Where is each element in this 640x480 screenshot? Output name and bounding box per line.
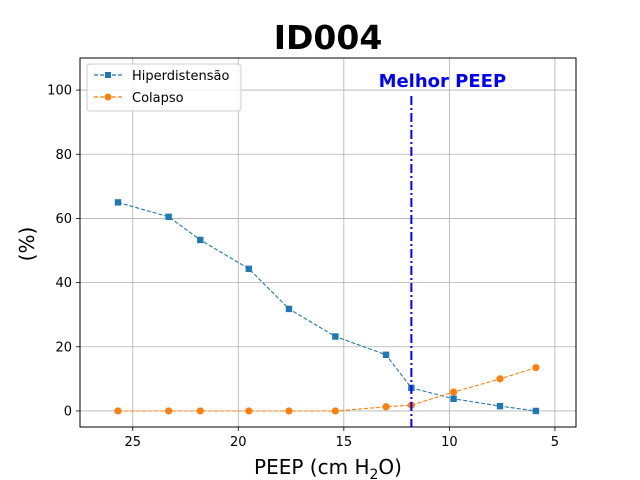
data-point-colapso (245, 407, 253, 415)
data-point-hiperdistensao (532, 407, 540, 415)
x-tick-label: 5 (551, 435, 559, 450)
legend-box (86, 63, 242, 112)
data-point-colapso (382, 403, 390, 411)
x-tick-label: 20 (230, 435, 247, 450)
series-hiperdistensao (114, 199, 540, 415)
y-tick-label: 60 (55, 212, 72, 227)
x-axis-ticks: 25 20 15 10 5 (124, 427, 559, 450)
data-point-hiperdistensao (382, 351, 390, 359)
chart-title: ID004 (274, 18, 383, 57)
x-tick-label: 25 (124, 435, 141, 450)
data-point-colapso (331, 407, 339, 415)
x-tick-label: 15 (336, 435, 353, 450)
annotation-layer: Melhor PEEP (379, 71, 507, 427)
legend-marker-colapso (104, 93, 112, 101)
data-point-colapso (114, 407, 122, 415)
y-axis-title: (%) (15, 227, 39, 262)
legend-marker-hiperdistensao (105, 72, 111, 78)
best-peep-label: Melhor PEEP (379, 71, 507, 92)
legend: Hiperdistensão Colapso (86, 63, 242, 112)
data-point-hiperdistensao (165, 213, 172, 221)
data-point-hiperdistensao (197, 236, 204, 244)
legend-label-hiperdistensao: Hiperdistensão (132, 69, 229, 84)
x-tick-label: 10 (441, 435, 458, 450)
y-tick-label: 40 (55, 276, 72, 291)
data-point-hiperdistensao (332, 333, 339, 340)
data-point-hiperdistensao (285, 305, 293, 313)
x-axis-title-subscript: 2 (369, 467, 378, 480)
data-point-colapso (285, 407, 293, 415)
data-point-colapso (449, 388, 458, 396)
data-point-hiperdistensao (496, 402, 504, 410)
y-tick-label: 20 (55, 340, 72, 355)
grid (80, 58, 576, 427)
y-tick-label: 80 (55, 148, 72, 163)
y-tick-label: 100 (47, 84, 72, 99)
y-axis-ticks: 0 20 40 60 80 100 (47, 84, 80, 419)
data-point-colapso (196, 407, 204, 415)
legend-label-colapso: Colapso (132, 91, 184, 106)
data-point-hiperdistensao (245, 265, 253, 273)
x-axis-title-tail: O) (378, 455, 402, 479)
x-axis-title: PEEP (cm H2O) (254, 455, 402, 480)
plot-frame (79, 57, 577, 428)
x-axis-title-main: PEEP (cm H (254, 455, 369, 479)
data-point-colapso (165, 407, 173, 415)
data-point-colapso (532, 364, 540, 372)
data-point-colapso (496, 375, 504, 383)
data-point-hiperdistensao (114, 199, 122, 206)
y-tick-label: 0 (64, 404, 72, 419)
data-point-hiperdistensao (450, 395, 457, 402)
